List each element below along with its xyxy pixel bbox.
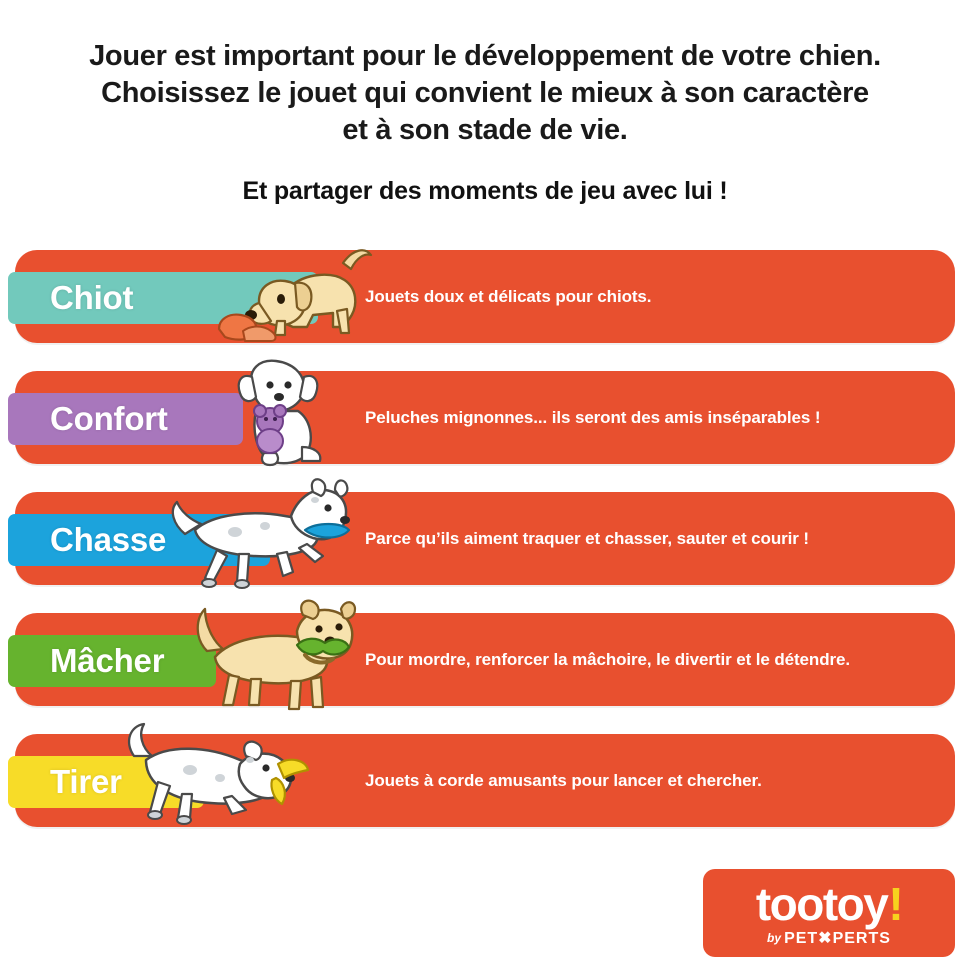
- intro-header: Jouer est important pour le développemen…: [0, 0, 970, 206]
- row-label-confort: Confort: [50, 400, 168, 437]
- row-description-tirer: Jouets à corde amusants pour lancer et c…: [365, 770, 762, 790]
- logo-exclamation-icon: !: [888, 877, 903, 930]
- category-row-confort[interactable]: Confort Peluches mignonnes... ils seront…: [0, 359, 970, 470]
- category-row-tirer[interactable]: Tirer Jouets à corde amusants pour lance…: [0, 722, 970, 833]
- tootoy-logo[interactable]: tootoy! by PET✖PERTS: [703, 869, 955, 957]
- logo-tagline: by PET✖PERTS: [767, 928, 891, 948]
- header-line-1: Jouer est important pour le développemen…: [89, 40, 881, 72]
- row-description-chiot: Jouets doux et délicats pour chiots.: [365, 286, 652, 306]
- logo-word-text: tootoy: [755, 877, 889, 930]
- logo-by-text: by: [767, 930, 782, 945]
- category-row-chiot[interactable]: Chiot Jouets doux et délicats pour chiot…: [0, 244, 970, 349]
- header-line-3: et à son stade de vie.: [342, 114, 628, 146]
- row-description-chasse: Parce qu’ils aiment traquer et chasser, …: [365, 528, 809, 548]
- row-description-macher: Pour mordre, renforcer la mâchoire, le d…: [365, 649, 850, 669]
- row-label-macher: Mâcher: [50, 642, 165, 679]
- header-line-2: Choisissez le jouet qui convient le mieu…: [101, 77, 869, 109]
- row-label-tirer: Tirer: [50, 763, 122, 800]
- row-label-chasse: Chasse: [50, 521, 167, 558]
- logo-brand-text: PET✖PERTS: [784, 929, 891, 947]
- logo-wordmark: tootoy!: [755, 877, 904, 930]
- category-row-chasse[interactable]: Chasse Parce qu’ils aiment traquer et ch…: [0, 478, 970, 591]
- row-description-confort: Peluches mignonnes... ils seront des ami…: [365, 407, 821, 427]
- header-emphasis: Et partager des moments de jeu avec lui …: [242, 177, 728, 205]
- category-row-macher[interactable]: Mâcher Pour mordre, renforcer la mâchoir…: [0, 599, 970, 712]
- row-band-macher: [8, 635, 216, 687]
- row-label-chiot: Chiot: [50, 279, 134, 316]
- row-band-confort: [8, 393, 243, 445]
- category-rows: Chiot Jouets doux et délicats pour chiot…: [0, 244, 970, 833]
